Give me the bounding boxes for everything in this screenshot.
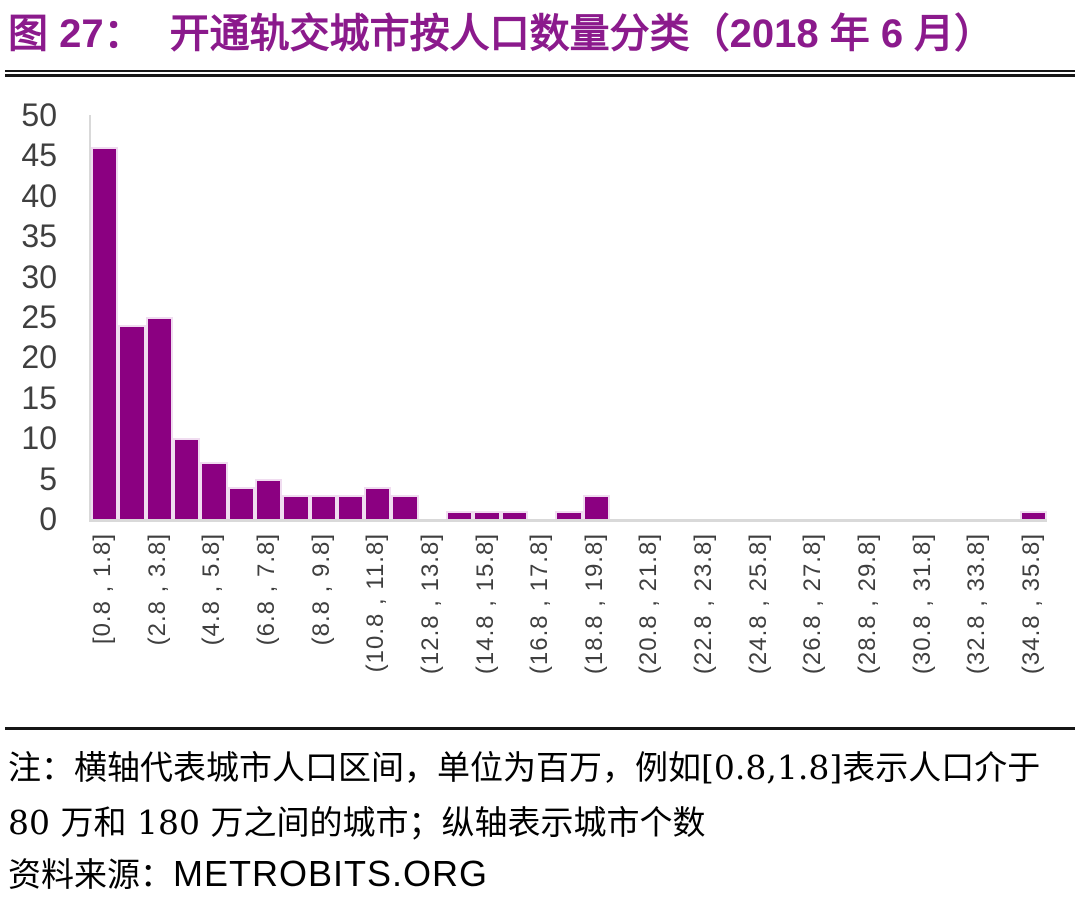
- x-tick-label: (34.8 , 35.8]: [1017, 533, 1045, 675]
- bar-bin-7: [254, 478, 283, 519]
- source-label: 资料来源：: [8, 855, 173, 894]
- bar-bin-1: [91, 147, 119, 519]
- x-tick-label: [0.8 , 1.8]: [89, 533, 117, 645]
- title-separator-line: [5, 70, 1075, 77]
- y-tick-label: 0: [39, 501, 57, 537]
- x-tick-label: (32.8 , 33.8]: [963, 533, 991, 675]
- bar-bin-12: [391, 494, 419, 519]
- bar-bin-8: [282, 494, 310, 519]
- x-tick-label: (20.8 , 21.8]: [635, 533, 663, 675]
- chart-note: 注：横轴代表城市人口区间，单位为百万，例如[0.8,1.8]表示人口介于 80 …: [8, 748, 1041, 842]
- bar-bin-6: [227, 486, 255, 519]
- x-tick-label: (22.8 , 23.8]: [690, 533, 718, 675]
- source-name: METROBITS.ORG: [173, 853, 489, 894]
- x-tick-label: (2.8 , 3.8]: [143, 533, 171, 646]
- figure-title-text: 开通轨交城市按人口数量分类（2018 年 6 月）: [169, 12, 995, 56]
- x-tick-label: (8.8 , 9.8]: [307, 533, 335, 646]
- x-tick-label: (24.8 , 25.8]: [744, 533, 772, 675]
- y-tick-label: 30: [21, 258, 57, 295]
- y-tick-label: 35: [21, 218, 57, 255]
- bar-bin-15: [473, 510, 501, 519]
- x-tick-label: (6.8 , 7.8]: [253, 533, 281, 646]
- x-tick-label: (30.8 , 31.8]: [908, 533, 936, 675]
- source-line: 资料来源：METROBITS.ORG: [8, 849, 1074, 900]
- bar-bin-14: [446, 510, 474, 519]
- bar-bin-35: [1019, 510, 1047, 519]
- y-tick-label: 10: [21, 420, 57, 457]
- x-tick-label: (10.8 , 11.8]: [362, 533, 390, 673]
- x-tick-label: (26.8 , 27.8]: [799, 533, 827, 675]
- y-tick-label: 5: [39, 460, 57, 497]
- bar-bin-4: [172, 438, 201, 519]
- bar-bin-3: [145, 317, 173, 519]
- plot-area: [89, 115, 1047, 522]
- x-tick-label: (16.8 , 17.8]: [526, 533, 554, 675]
- bar-bin-18: [555, 510, 583, 519]
- x-tick-label: (18.8 , 19.8]: [580, 533, 608, 675]
- bar-bin-9: [309, 494, 337, 519]
- bar-bin-16: [500, 510, 529, 519]
- figure-number-label: 图 27：: [8, 12, 144, 56]
- note-separator-line: [5, 727, 1075, 730]
- bar-bin-11: [364, 486, 392, 519]
- x-tick-label: (28.8 , 29.8]: [853, 533, 881, 675]
- y-tick-label: 20: [21, 339, 57, 376]
- bar-bin-5: [200, 462, 228, 519]
- y-tick-label: 45: [21, 137, 57, 174]
- bar-bin-19: [582, 494, 610, 519]
- x-tick-label: (14.8 , 15.8]: [471, 533, 499, 675]
- y-tick-label: 25: [21, 299, 57, 335]
- x-tick-label: (4.8 , 5.8]: [198, 533, 226, 646]
- y-tick-label: 15: [21, 379, 57, 416]
- bar-bin-2: [118, 325, 146, 519]
- x-tick-label: (12.8 , 13.8]: [416, 533, 444, 675]
- y-tick-label: 40: [21, 177, 57, 214]
- figure-title: 图 27： 开通轨交城市按人口数量分类（2018 年 6 月）: [8, 8, 1072, 60]
- histogram-chart: 0 5 10 15 20 25 30 35 40 45 50 [0.8 , 1.8] (2.8 , 3…: [0, 90, 1080, 728]
- y-tick-label: 50: [21, 97, 57, 133]
- bar-bin-10: [336, 494, 365, 519]
